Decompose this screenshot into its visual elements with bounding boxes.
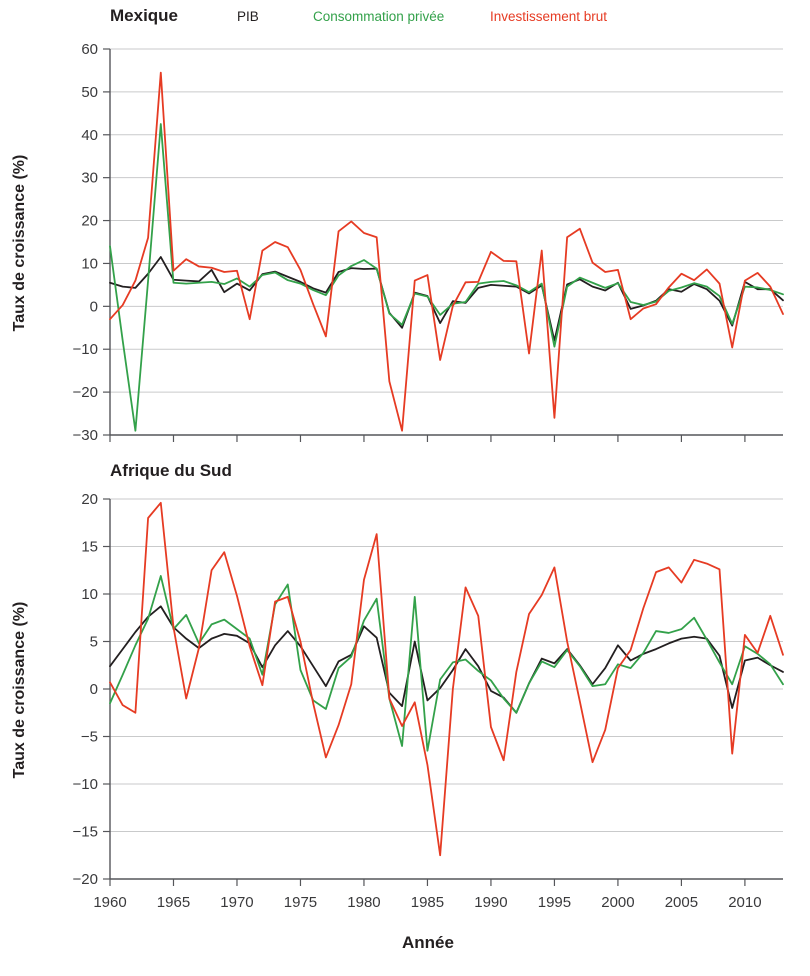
legend-item-consommation-privee: Consommation privée [313,9,445,24]
y-tick-label: −5 [81,729,98,746]
y-tick-label: 0 [90,681,98,698]
y-tick-label: −10 [73,776,98,793]
x-tick-label: 2010 [728,894,761,911]
y-tick-label: 10 [81,255,98,272]
chart-title-mexique: Mexique [110,6,179,25]
x-tick-label: 1975 [284,894,317,911]
y-tick-label: −10 [73,341,98,358]
y-tick-label: 60 [81,41,98,58]
y-tick-label: 0 [90,298,98,315]
y-tick-label: −20 [73,871,98,888]
y-tick-label: 15 [81,539,98,556]
mexique-line-chart: 60 50 40 30 20 10 0 −10 −20 −30 [73,41,784,444]
x-tick-label: 1995 [538,894,571,911]
y-tick-label: 30 [81,170,98,187]
x-tick-label: 1965 [157,894,190,911]
x-tick-label: 1960 [93,894,126,911]
x-tick-label: 2000 [601,894,634,911]
x-axis-label-annee: Année [402,933,454,952]
y-tick-label: −30 [73,427,98,444]
y-tick-label: 20 [81,491,98,508]
chart-title-afrique-du-sud: Afrique du Sud [110,461,232,480]
y-tick-label: 10 [81,586,98,603]
y-tick-label: 50 [81,84,98,101]
legend-item-pib: PIB [237,9,259,24]
series-consommation-privée [109,575,784,752]
x-tick-label: 1985 [411,894,444,911]
series-pib [109,256,784,342]
y-tick-label: 20 [81,213,98,230]
series-consommation-privée [109,123,784,432]
x-tick-label: 2005 [665,894,698,911]
series-investissement-brut [109,71,784,432]
y-tick-label: 40 [81,127,98,144]
x-tick-label: 1990 [474,894,507,911]
y-tick-label: 5 [90,634,98,651]
y-tick-label: −20 [73,384,98,401]
x-tick-label: 1980 [347,894,380,911]
y-tick-label: −15 [73,824,98,841]
x-tick-label: 1970 [220,894,253,911]
legend-item-investissement-brut: Investissement brut [490,9,608,24]
series-pib [109,605,784,714]
afrique-du-sud-line-chart: 20 15 10 5 0 −5 −10 −15 −20 1960 1965 1970 1975 1980 1… [73,491,784,911]
series-investissement-brut [109,501,784,857]
